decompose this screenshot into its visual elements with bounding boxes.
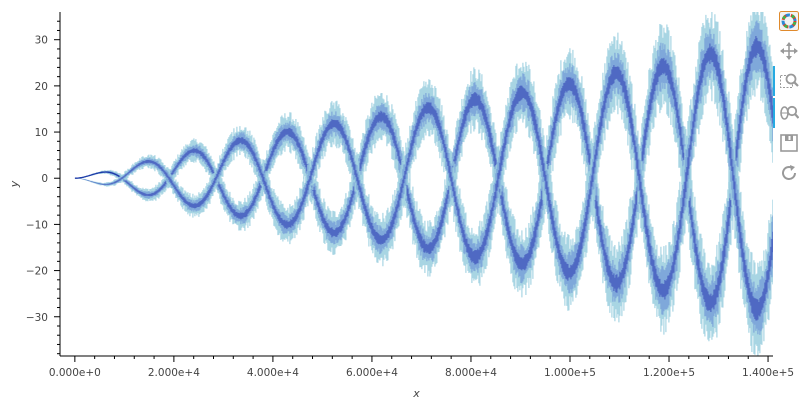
x-tick-label: 1.000e+5 [544, 367, 596, 379]
x-tick-label: 6.000e+4 [346, 367, 398, 379]
save-tool-button[interactable] [778, 132, 800, 154]
core-line [74, 171, 120, 179]
save-icon [780, 134, 798, 152]
x-tick-label: 1.200e+5 [643, 367, 695, 379]
x-tick-label: 4.000e+4 [247, 367, 299, 379]
x-tick-label: 1.400e+5 [742, 367, 794, 379]
y-tick-label: −30 [26, 312, 48, 324]
pan-icon [780, 42, 798, 60]
plot-toolbar [773, 10, 804, 190]
bokeh-logo-icon [779, 11, 799, 31]
box-zoom-active-indicator [773, 66, 775, 96]
y-axis-label: y [8, 180, 21, 188]
x-tick-label: 8.000e+4 [445, 367, 497, 379]
x-tick-label: 0.000e+0 [49, 367, 101, 379]
bokeh-logo-button[interactable] [778, 10, 800, 32]
reset-tool-button[interactable] [778, 162, 800, 184]
y-tick-label: 0 [41, 173, 48, 185]
y-tick-label: −20 [26, 266, 48, 278]
box-zoom-icon [780, 73, 799, 88]
lower-inner-band [75, 43, 773, 321]
y-tick-label: 20 [35, 81, 48, 93]
axes: 0.000e+0 2.000e+4 4.000e+4 6.000e+4 8.000e+4… [26, 12, 794, 379]
x-tick-label: 2.000e+4 [148, 367, 200, 379]
y-tick-label: −10 [26, 219, 48, 231]
reset-icon [782, 165, 796, 180]
wheel-zoom-icon [780, 105, 799, 120]
box-zoom-tool-button[interactable] [778, 70, 800, 92]
y-tick-label: 10 [35, 127, 48, 139]
y-tick-label: 30 [35, 35, 48, 47]
data-layer[interactable] [74, 0, 773, 356]
wheel-zoom-active-indicator [773, 98, 775, 128]
pan-tool-button[interactable] [778, 40, 800, 62]
x-axis-label: x [412, 387, 420, 400]
wheel-zoom-tool-button[interactable] [778, 102, 800, 124]
datashader-image [74, 12, 773, 356]
